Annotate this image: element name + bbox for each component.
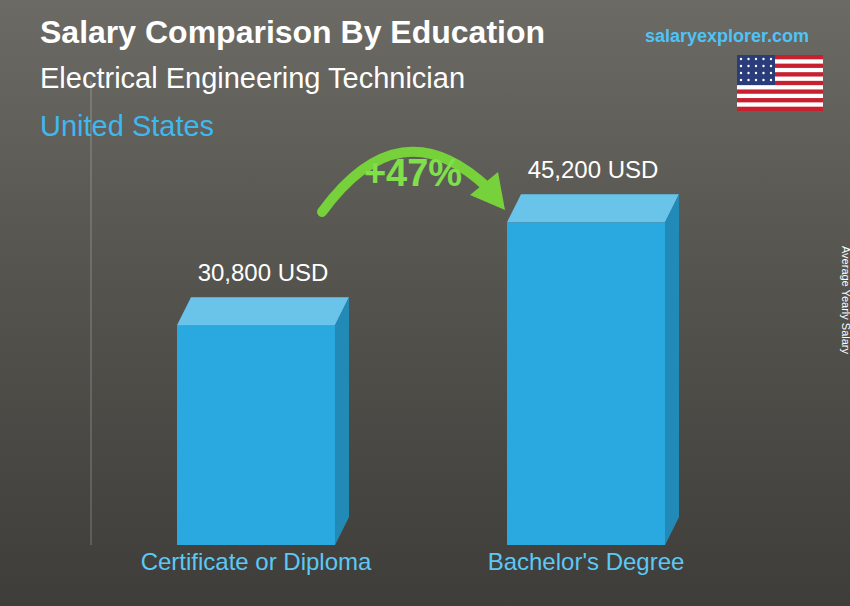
html-text:Salary Comparison By Education: Salary Comparison By Education <box>40 14 545 50</box>
html-text:Electrical Engineering Technic: Electrical Engineering Technician <box>40 62 465 94</box>
html-text:United States: United States <box>40 110 215 142</box>
svg-text:Certificate or Diploma: Certificate or Diploma <box>141 548 372 575</box>
svg-text:45,200 USD: 45,200 USD <box>528 156 659 183</box>
svg-text:30,800 USD: 30,800 USD <box>198 259 329 286</box>
html-text:salaryexplorer.com: salaryexplorer.com <box>645 26 810 46</box>
svg-text:+47%: +47% <box>364 152 462 194</box>
svg-text:Bachelor's Degree: Bachelor's Degree <box>488 548 685 575</box>
svg-text:Average Yearly Salary: Average Yearly Salary <box>840 246 842 355</box>
